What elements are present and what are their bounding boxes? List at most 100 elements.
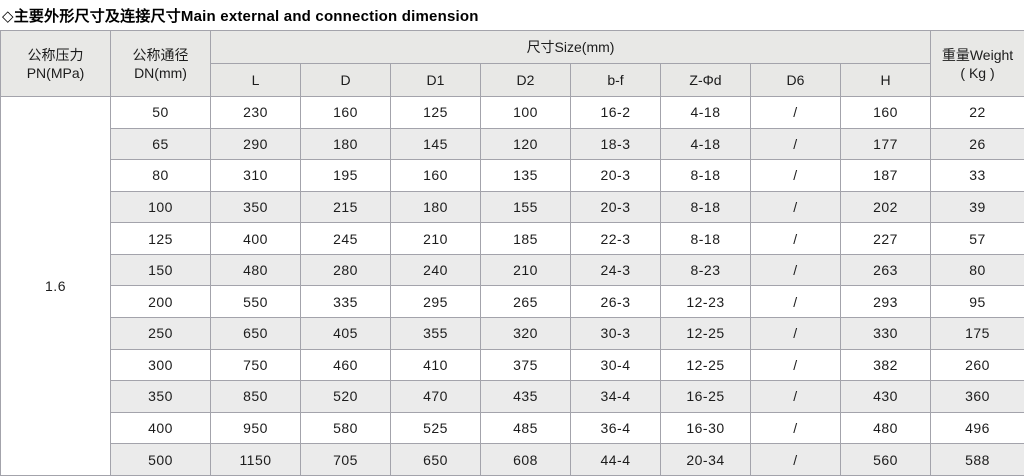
table-cell: 320: [480, 317, 571, 350]
table-cell: 520: [300, 380, 391, 413]
table-cell: 588: [930, 443, 1024, 476]
table-cell: 382: [839, 348, 932, 382]
table-cell: 290: [210, 127, 301, 161]
table-cell: 16-25: [660, 380, 751, 413]
dimensions-table: 公称压力 PN(MPa) 公称通径 DN(mm) 尺寸Size(mm) 重量We…: [0, 30, 1024, 476]
table-cell: 39: [930, 190, 1024, 224]
table-cell: 160: [839, 96, 932, 129]
dn-cell: 500: [110, 443, 211, 476]
col-header-zod: Z-Φd: [660, 63, 751, 97]
table-cell: /: [750, 159, 841, 192]
dn-cell: 150: [110, 253, 211, 287]
col-header-D: D: [300, 63, 391, 97]
table-cell: 22: [930, 96, 1024, 129]
table-cell: /: [750, 380, 841, 413]
table-cell: 230: [210, 96, 301, 129]
table-cell: 8-18: [660, 159, 751, 192]
table-cell: 57: [930, 222, 1024, 255]
table-cell: 580: [300, 411, 391, 445]
table-cell: /: [750, 317, 841, 350]
table-cell: /: [750, 443, 841, 476]
table-cell: /: [750, 96, 841, 129]
table-cell: 120: [480, 127, 571, 161]
table-row: 150 480 280 240 210 24-3 8-23/263 80: [0, 253, 1024, 287]
table-cell: 34-4: [570, 380, 661, 413]
table-cell: 430: [839, 380, 932, 413]
table-cell: 608: [480, 443, 571, 476]
table-cell: 202: [839, 190, 932, 224]
dn-cell: 300: [110, 348, 211, 382]
table-cell: 410: [390, 348, 481, 382]
table-cell: 405: [300, 317, 391, 350]
table-cell: 20-3: [570, 190, 661, 224]
dn-cell: 65: [110, 127, 211, 161]
table-cell: 30-3: [570, 317, 661, 350]
dn-cell: 125: [110, 222, 211, 255]
table-cell: 36-4: [570, 411, 661, 445]
col-header-L: L: [210, 63, 301, 97]
table-cell: 8-18: [660, 222, 751, 255]
table-cell: /: [750, 348, 841, 382]
col-header-weight: 重量Weight ( Kg ): [930, 30, 1024, 97]
table-row: 125 400 245 210 185 22-3 8-18/227 57: [0, 222, 1024, 255]
table-cell: 227: [839, 222, 932, 255]
table-cell: /: [750, 253, 841, 287]
table-cell: 4-18: [660, 96, 751, 129]
table-cell: 240: [390, 253, 481, 287]
table-cell: 160: [390, 159, 481, 192]
col-group-size: 尺寸Size(mm): [209, 30, 932, 64]
table-cell: 650: [390, 443, 481, 476]
table-cell: 33: [930, 159, 1024, 192]
table-cell: 12-23: [660, 285, 751, 319]
table-row: 250 650 405 355 320 30-3 12-25/330 175: [0, 317, 1024, 350]
table-row: 100 350 215 180 155 20-3 8-18/202 39: [0, 190, 1024, 224]
table-cell: 330: [839, 317, 932, 350]
table-cell: 310: [210, 159, 301, 192]
table-cell: 293: [839, 285, 932, 319]
table-row: 350 850 520 470 435 34-4 16-25/430 360: [0, 380, 1024, 413]
table-cell: 18-3: [570, 127, 661, 161]
dn-cell: 80: [110, 159, 211, 192]
table-row: 200 550 335 295 265 26-3 12-23/293 95: [0, 285, 1024, 319]
table-cell: 20-3: [570, 159, 661, 192]
table-cell: 177: [839, 127, 932, 161]
table-header: 公称压力 PN(MPa) 公称通径 DN(mm) 尺寸Size(mm) 重量We…: [0, 30, 1024, 97]
table-cell: 24-3: [570, 253, 661, 287]
col-header-weight-unit: ( Kg ): [960, 64, 995, 81]
table-cell: 950: [210, 411, 301, 445]
table-cell: 26: [930, 127, 1024, 161]
page-title: ◇主要外形尺寸及连接尺寸Main external and connection…: [2, 8, 479, 25]
col-header-H: H: [839, 63, 932, 97]
table-cell: 650: [210, 317, 301, 350]
table-cell: /: [750, 190, 841, 224]
table-cell: 850: [210, 380, 301, 413]
table-cell: 245: [300, 222, 391, 255]
table-cell: 295: [390, 285, 481, 319]
col-header-D2: D2: [480, 63, 571, 97]
table-cell: /: [750, 411, 841, 445]
table-cell: 750: [210, 348, 301, 382]
table-cell: 260: [930, 348, 1024, 382]
table-cell: 185: [480, 222, 571, 255]
col-header-dn: 公称通径 DN(mm): [110, 30, 211, 97]
table-cell: 215: [300, 190, 391, 224]
table-cell: 187: [839, 159, 932, 192]
table-cell: 480: [839, 411, 932, 445]
col-header-dn-en: DN(mm): [134, 64, 187, 81]
table-cell: 155: [480, 190, 571, 224]
table-cell: 195: [300, 159, 391, 192]
table-cell: 705: [300, 443, 391, 476]
table-cell: 435: [480, 380, 571, 413]
table-cell: 180: [390, 190, 481, 224]
table-cell: 496: [930, 411, 1024, 445]
table-cell: 160: [300, 96, 391, 129]
table-cell: 80: [930, 253, 1024, 287]
table-cell: 44-4: [570, 443, 661, 476]
table-row: 400 950 580 525 485 36-4 16-30/480 496: [0, 411, 1024, 445]
table-cell: 26-3: [570, 285, 661, 319]
dn-cell: 350: [110, 380, 211, 413]
table-cell: 12-25: [660, 348, 751, 382]
col-header-bf: b-f: [570, 63, 661, 97]
table-cell: 16-2: [570, 96, 661, 129]
table-body: 1.6 50 230 160 125 100 16-2 4-18/160 22 65 290 180 1…: [0, 96, 1024, 476]
